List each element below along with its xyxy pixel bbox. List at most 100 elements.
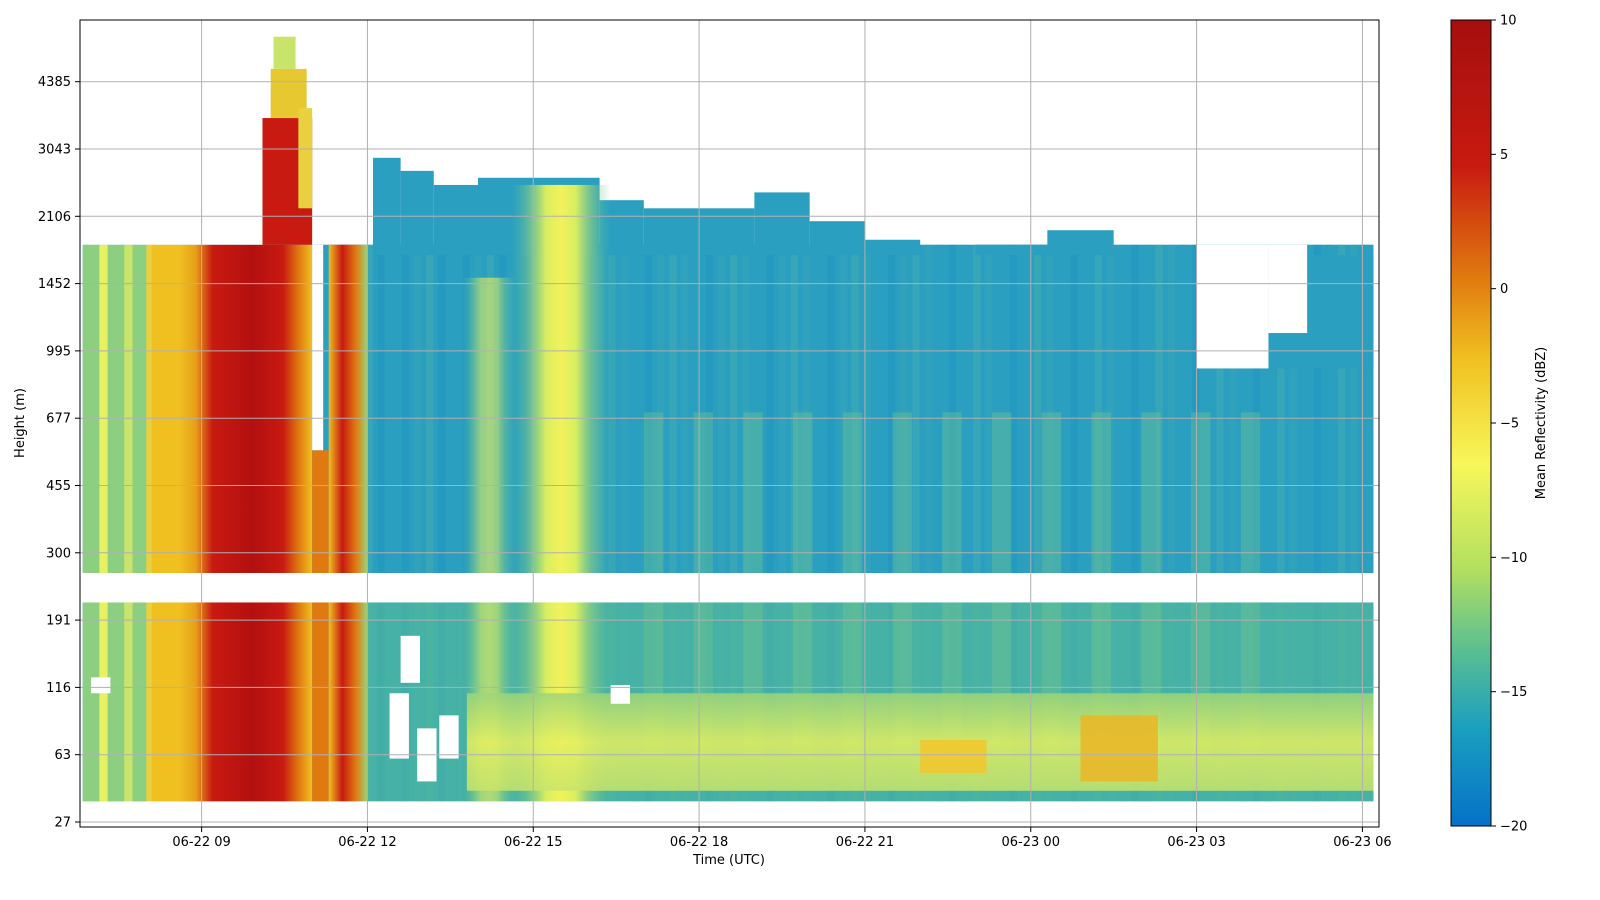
heatmap-texture-column [1301,244,1309,802]
y-tick-label: 300 [46,546,71,561]
heatmap-echo-top-edge [298,108,313,209]
heatmap-surface-hotspot [920,739,987,774]
heatmap-cloud-top-segment [699,208,755,256]
heatmap-texture-column [413,244,422,802]
heatmap-texture-column [1167,244,1176,802]
heatmap-cloud-top-segment [433,184,478,256]
heatmap-texture-column [790,244,799,802]
y-tick-label: 677 [46,412,71,427]
heatmap-texture-column [1046,244,1054,802]
heatmap-texture-column [1313,244,1321,802]
heatmap-texture-column [1094,244,1103,802]
colorbar-ticks: 10 5 0 −5 −10 −15 −20 [1491,14,1527,835]
heatmap-texture-column [1143,244,1151,802]
heatmap-texture-column [1289,244,1297,802]
heatmap-missing-speckle [439,715,459,759]
x-axis-ticks: 06-22 09 06-22 12 06-22 15 06-22 18 06-22 21… [172,827,1392,850]
y-tick-label: 4385 [38,75,71,90]
heatmap-cloud-top-segment [372,157,401,256]
heatmap-cloud-top-segment [643,208,700,256]
colorbar-tick-label: 0 [1500,282,1508,297]
heatmap-texture-column [377,244,385,802]
heatmap-second-band [328,244,368,802]
heatmap-texture-column [1240,244,1248,802]
heatmap-cloud-top-segment [754,192,810,256]
heatmap-texture-column [936,244,944,802]
heatmap-texture-column [997,244,1005,802]
heatmap-texture-column [924,244,932,802]
heatmap-texture-column [851,244,859,802]
heatmap-texture-column [1277,244,1285,802]
heatmap-texture-column [450,244,458,802]
x-tick-label: 06-23 06 [1333,835,1391,850]
heatmap-texture-column [1362,244,1370,802]
heatmap-rain-streak [99,244,108,802]
colorbar-tick-label: −10 [1500,551,1527,566]
x-tick-label: 06-22 12 [338,835,396,850]
y-tick-label: 191 [46,614,71,629]
heatmap-trailing-edge [312,450,329,802]
heatmap-texture-column [1338,244,1346,802]
y-tick-label: 2106 [38,210,71,225]
heatmap-texture-column [803,244,811,802]
x-tick-label: 06-23 03 [1167,835,1225,850]
colorbar-gradient [1450,19,1492,827]
heatmap-texture-column [1155,244,1163,802]
colorbar-label: Mean Reflectivity (dBZ) [1534,347,1549,500]
heatmap-texture-column [1021,244,1030,802]
heatmap-rain-streak [146,244,155,802]
heatmap-texture-column [1265,244,1273,802]
heatmap-texture-column [693,244,701,802]
y-axis-ticks: 27 63 116 191 300 455 677 995 1452 2106 3043 4385 [38,75,80,831]
heatmap-texture-column [365,244,373,802]
x-tick-label: 06-22 21 [836,835,894,850]
heatmap-texture-column [1325,244,1334,802]
y-tick-label: 63 [54,748,71,763]
x-tick-label: 06-22 15 [504,835,562,850]
heatmap-texture-column [961,244,969,802]
heatmap-texture-column [888,244,896,802]
heatmap-texture-column [608,244,616,802]
heatmap-texture-column [1070,244,1078,802]
heatmap-texture-column [1082,244,1090,802]
heatmap-texture-column [705,244,713,802]
heatmap-texture-column [669,244,677,802]
heatmap-texture-column [1252,244,1261,802]
heatmap-cloud-top-segment [809,221,865,256]
heatmap-texture-column [1009,244,1017,802]
heatmap-missing-column [312,244,324,451]
colorbar-tick-label: 10 [1500,14,1517,29]
heatmap-below-first-gate [80,801,1379,827]
heatmap-texture-column [1216,244,1224,802]
heatmap-texture-column [681,244,689,802]
heatmap-texture-column [1034,244,1042,802]
heatmap-texture-column [1192,244,1200,802]
heatmap-texture-column [438,244,446,802]
heatmap-texture-column [754,244,762,802]
y-tick-label: 27 [54,816,71,831]
heatmap-gate-gap [80,572,1379,603]
heatmap-texture-column [948,244,957,802]
heatmap-texture-column [1228,244,1236,802]
heatmap-cloud-top-segment [975,244,1048,256]
heatmap-texture-column [730,244,738,802]
heatmap-texture-column [742,244,750,802]
heatmap-cloud-top-segment [1047,230,1114,256]
heatmap-texture-column [778,244,786,802]
y-tick-label: 3043 [38,143,71,158]
heatmap-texture-column [1204,244,1212,802]
heatmap-surface-hotspot [1080,715,1158,782]
heatmap-texture-column [815,244,823,802]
heatmap-strong-precip [179,244,313,802]
heatmap-texture-column [644,244,653,802]
heatmap-texture-column [985,244,993,802]
heatmap-no-echo-above [80,20,263,245]
heatmap-texture-column [632,244,640,802]
heatmap-missing-region [1268,244,1308,334]
heatmap-echo-top-cap [273,36,296,69]
heatmap-cloud-top-segment [400,170,434,256]
heatmap-texture-column [1131,244,1139,802]
heatmap-missing-speckle [91,677,111,694]
heatmap-texture-column [426,244,434,802]
